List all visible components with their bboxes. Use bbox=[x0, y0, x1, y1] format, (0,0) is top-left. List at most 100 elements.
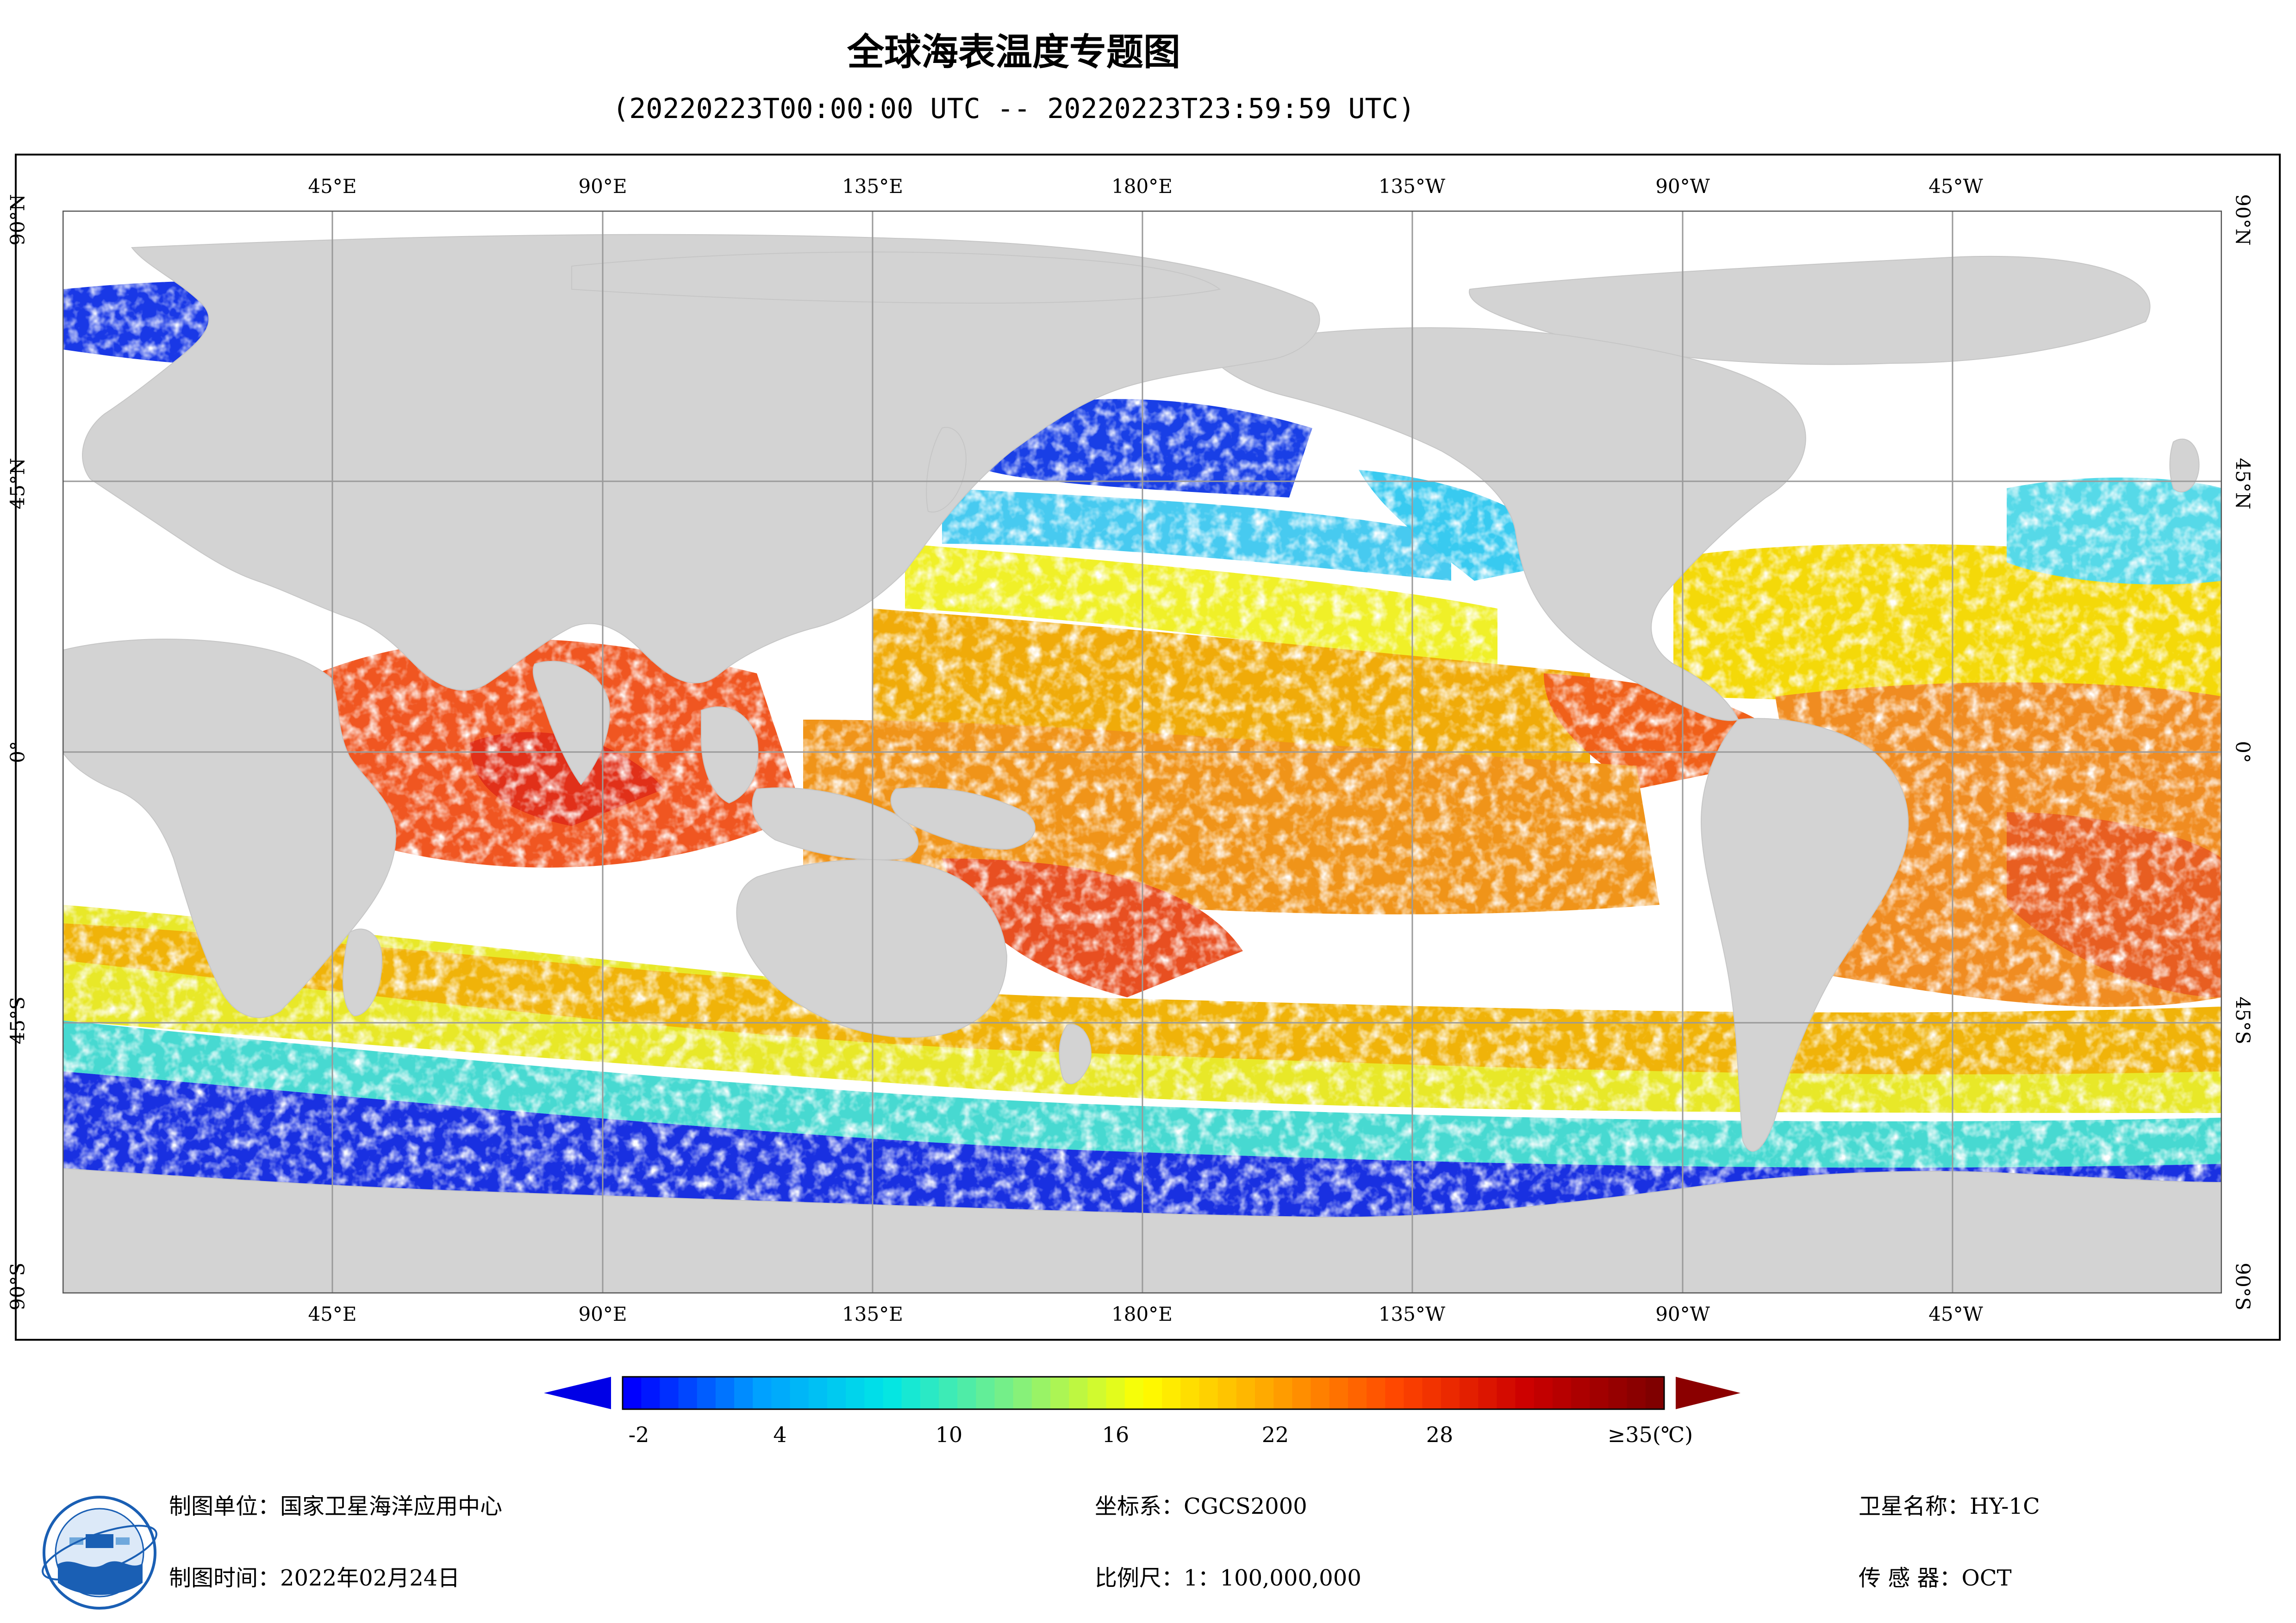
colorbar-block bbox=[771, 1377, 791, 1409]
colorbar-block bbox=[1087, 1377, 1107, 1409]
coordinate-system-label: 坐标系：CGCS2000 bbox=[1095, 1493, 1307, 1519]
colorbar-block bbox=[1031, 1377, 1051, 1409]
colorbar-block bbox=[1292, 1377, 1311, 1409]
colorbar-block bbox=[957, 1377, 976, 1409]
production-date-label: 制图时间：2022年02月24日 bbox=[169, 1565, 460, 1591]
lon-label-top: 45°W bbox=[1928, 175, 1983, 198]
colorbar-block bbox=[976, 1377, 995, 1409]
colorbar-block bbox=[1255, 1377, 1274, 1409]
map-border bbox=[62, 211, 2222, 1293]
sst-map[interactable] bbox=[62, 211, 2222, 1293]
colorbar-block bbox=[1366, 1377, 1385, 1409]
colorbar-block bbox=[920, 1377, 939, 1409]
colorbar-over-arrow bbox=[1676, 1377, 1741, 1409]
colorbar-block bbox=[1422, 1377, 1441, 1409]
colorbar-block bbox=[1124, 1377, 1144, 1409]
colorbar-block bbox=[1217, 1377, 1237, 1409]
nsoas-logo-icon bbox=[42, 1496, 157, 1610]
colorbar-block bbox=[1478, 1377, 1497, 1409]
colorbar-block bbox=[994, 1377, 1014, 1409]
lat-label-right: 90°N bbox=[2231, 194, 2254, 246]
colorbar-block bbox=[1273, 1377, 1293, 1409]
colorbar-block bbox=[1106, 1377, 1125, 1409]
lon-label-top: 45°E bbox=[308, 175, 357, 198]
sensor-label: 传 感 器：OCT bbox=[1859, 1565, 2012, 1591]
colorbar-block bbox=[827, 1377, 846, 1409]
lon-label-bottom: 90°E bbox=[578, 1303, 627, 1325]
lon-label-top: 180°E bbox=[1111, 175, 1173, 198]
lon-label-top: 90°E bbox=[578, 175, 627, 198]
colorbar-block bbox=[939, 1377, 958, 1409]
colorbar-tick: -2 bbox=[628, 1422, 649, 1447]
colorbar-block bbox=[753, 1377, 772, 1409]
lon-label-bottom: 90°W bbox=[1655, 1303, 1710, 1325]
lat-label-left: 0° bbox=[6, 741, 29, 763]
lon-label-bottom: 135°W bbox=[1378, 1303, 1446, 1325]
colorbar-block bbox=[1590, 1377, 1609, 1409]
colorbar-tick: 16 bbox=[1102, 1422, 1129, 1447]
colorbar-block bbox=[1385, 1377, 1404, 1409]
colorbar-block bbox=[1162, 1377, 1181, 1409]
colorbar-block bbox=[1627, 1377, 1646, 1409]
colorbar-block bbox=[1497, 1377, 1516, 1409]
colorbar-block bbox=[901, 1377, 921, 1409]
scale-label: 比例尺：1：100,000,000 bbox=[1095, 1565, 1361, 1591]
colorbar-tick: ≥35(℃) bbox=[1607, 1422, 1693, 1447]
colorbar-outline bbox=[622, 1376, 1665, 1410]
lat-label-left: 90°S bbox=[6, 1262, 29, 1311]
colorbar-block bbox=[641, 1377, 660, 1409]
satellite-name-label: 卫星名称：HY-1C bbox=[1859, 1493, 2040, 1519]
colorbar-block bbox=[883, 1377, 902, 1409]
lon-label-bottom: 45°W bbox=[1928, 1303, 1983, 1325]
lon-label-top: 135°W bbox=[1378, 175, 1446, 198]
colorbar-block bbox=[1608, 1377, 1628, 1409]
graticule bbox=[62, 211, 2222, 1293]
colorbar-block bbox=[1645, 1377, 1665, 1409]
colorbar-block bbox=[1329, 1377, 1348, 1409]
colorbar-block bbox=[1050, 1377, 1069, 1409]
colorbar-tick: 4 bbox=[773, 1422, 787, 1447]
colorbar-tick: 22 bbox=[1261, 1422, 1289, 1447]
lat-label-left: 45°N bbox=[6, 458, 29, 510]
lon-label-top: 135°E bbox=[842, 175, 903, 198]
colorbar-block bbox=[1404, 1377, 1423, 1409]
colorbar-block bbox=[1069, 1377, 1088, 1409]
lon-label-top: 90°W bbox=[1655, 175, 1710, 198]
colorbar-block bbox=[1515, 1377, 1535, 1409]
colorbar-block bbox=[678, 1377, 698, 1409]
colorbar-block bbox=[1460, 1377, 1479, 1409]
colorbar-block bbox=[1180, 1377, 1200, 1409]
colorbar-block bbox=[697, 1377, 716, 1409]
colorbar-block bbox=[1199, 1377, 1218, 1409]
colorbar-block bbox=[790, 1377, 809, 1409]
colorbar-block bbox=[1534, 1377, 1553, 1409]
lat-label-left: 45°S bbox=[6, 996, 29, 1045]
lon-label-bottom: 180°E bbox=[1111, 1303, 1173, 1325]
colorbar-block bbox=[846, 1377, 865, 1409]
producer-label: 制图单位：国家卫星海洋应用中心 bbox=[169, 1493, 503, 1519]
map-title: 全球海表温度专题图 bbox=[847, 31, 1180, 74]
lat-label-right: 90°S bbox=[2231, 1262, 2254, 1311]
map-frame bbox=[15, 154, 2281, 1341]
colorbar-block bbox=[715, 1377, 735, 1409]
colorbar-block bbox=[1013, 1377, 1032, 1409]
colorbar-block bbox=[1348, 1377, 1367, 1409]
colorbar-block bbox=[734, 1377, 753, 1409]
colorbar-block bbox=[1236, 1377, 1255, 1409]
lat-label-right: 45°N bbox=[2231, 458, 2254, 510]
sst-map-svg bbox=[62, 211, 2222, 1293]
colorbar-block bbox=[1571, 1377, 1590, 1409]
colorbar-tick: 10 bbox=[935, 1422, 963, 1447]
lat-label-right: 45°S bbox=[2231, 996, 2254, 1045]
colorbar-blocks bbox=[623, 1377, 1665, 1409]
land bbox=[62, 235, 2222, 1293]
colorbar-block bbox=[660, 1377, 679, 1409]
colorbar-block bbox=[864, 1377, 884, 1409]
lon-label-bottom: 45°E bbox=[308, 1303, 357, 1325]
colorbar-under-arrow bbox=[544, 1377, 611, 1409]
colorbar-tick: 28 bbox=[1426, 1422, 1454, 1447]
colorbar-block bbox=[1143, 1377, 1162, 1409]
lon-label-bottom: 135°E bbox=[842, 1303, 903, 1325]
colorbar-block bbox=[1552, 1377, 1572, 1409]
colorbar-block bbox=[808, 1377, 828, 1409]
